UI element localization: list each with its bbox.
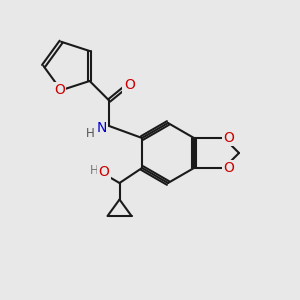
Text: O: O [124, 79, 135, 92]
Text: O: O [54, 83, 65, 97]
Text: O: O [223, 161, 234, 175]
Text: H: H [86, 127, 95, 140]
Text: N: N [96, 122, 107, 135]
Text: O: O [223, 131, 234, 145]
Text: O: O [98, 166, 110, 179]
Text: H: H [90, 164, 98, 178]
